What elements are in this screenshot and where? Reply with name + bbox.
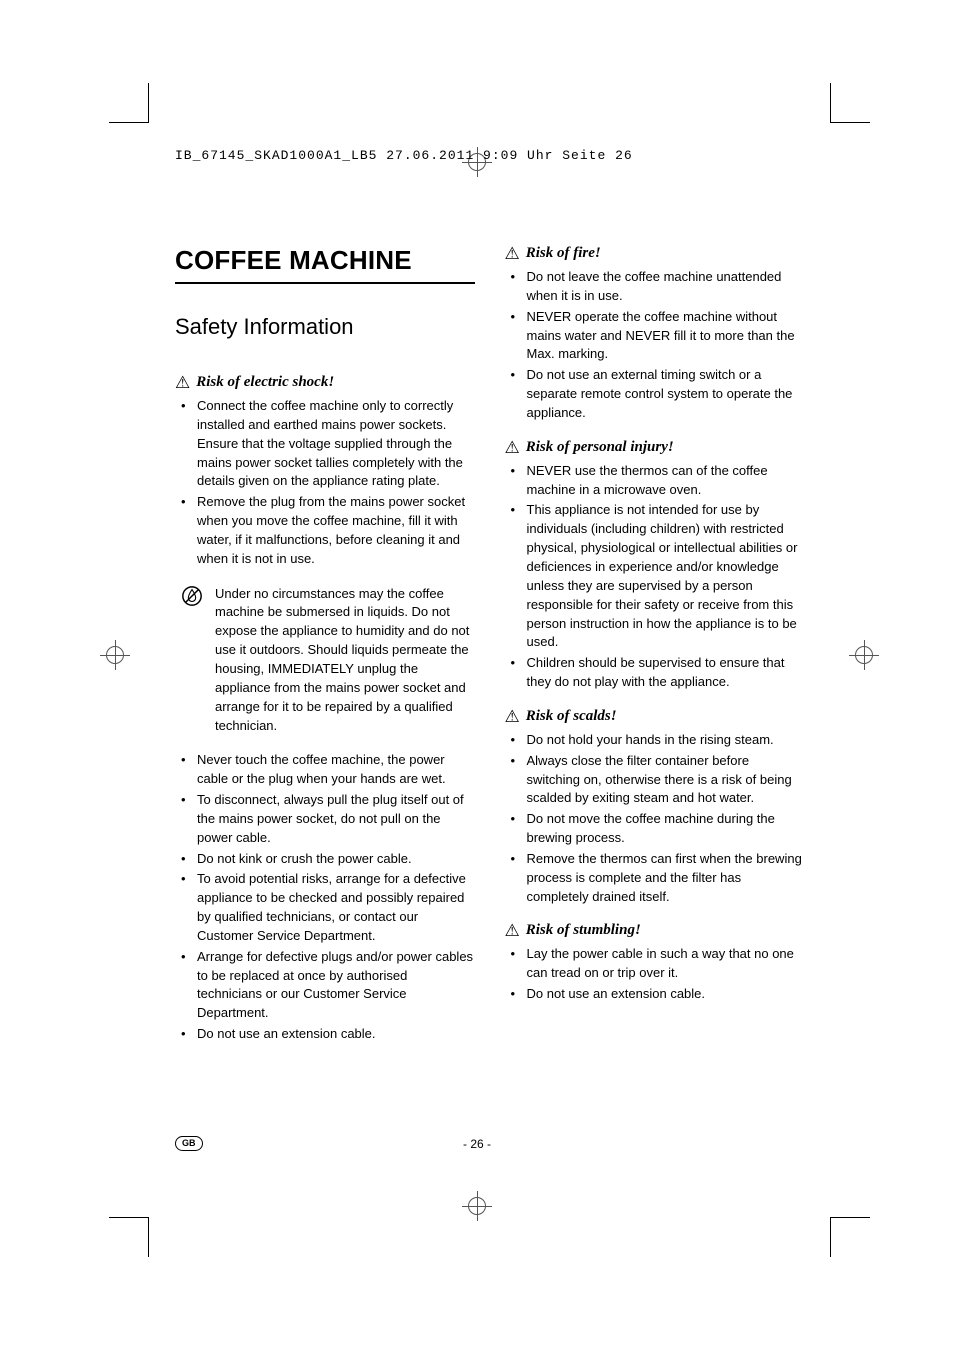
warning-heading-electric-shock: ⚠ Risk of electric shock!: [175, 374, 475, 391]
crop-mark: [830, 122, 870, 123]
warning-heading-text: Risk of scalds!: [526, 708, 617, 725]
list-item: To avoid potential risks, arrange for a …: [175, 870, 475, 945]
bullet-list: NEVER use the thermos can of the coffee …: [505, 462, 805, 692]
list-item: Arrange for defective plugs and/or power…: [175, 948, 475, 1023]
list-item: Do not move the coffee machine during th…: [505, 810, 805, 848]
warning-icon: ⚠: [505, 922, 520, 939]
region-badge: GB: [175, 1136, 203, 1151]
page-content: COFFEE MACHINE Safety Information ⚠ Risk…: [175, 245, 804, 1060]
list-item: Do not use an extension cable.: [505, 985, 805, 1004]
crop-mark: [830, 1217, 870, 1218]
no-liquid-warning-block: Under no circumstances may the coffee ma…: [175, 585, 475, 736]
warning-icon: ⚠: [505, 245, 520, 262]
page-title: COFFEE MACHINE: [175, 245, 475, 276]
list-item: NEVER operate the coffee machine without…: [505, 308, 805, 365]
left-column: COFFEE MACHINE Safety Information ⚠ Risk…: [175, 245, 475, 1060]
crop-mark: [109, 1217, 149, 1218]
crop-mark: [830, 1217, 831, 1257]
warning-icon: ⚠: [505, 439, 520, 456]
list-item: Do not kink or crush the power cable.: [175, 850, 475, 869]
list-item: Children should be supervised to ensure …: [505, 654, 805, 692]
crop-mark: [830, 83, 831, 123]
list-item: Lay the power cable in such a way that n…: [505, 945, 805, 983]
warning-heading-scalds: ⚠ Risk of scalds!: [505, 708, 805, 725]
warning-heading-text: Risk of personal injury!: [526, 439, 674, 456]
warning-heading-personal-injury: ⚠ Risk of personal injury!: [505, 439, 805, 456]
bullet-list: Connect the coffee machine only to corre…: [175, 397, 475, 569]
warning-heading-stumbling: ⚠ Risk of stumbling!: [505, 922, 805, 939]
warning-heading-text: Risk of stumbling!: [526, 922, 641, 939]
page-number: - 26 -: [463, 1137, 491, 1151]
registration-mark-icon: [100, 640, 130, 670]
warning-heading-text: Risk of electric shock!: [196, 374, 334, 391]
print-header-slug: IB_67145_SKAD1000A1_LB5 27.06.2011 9:09 …: [175, 148, 633, 163]
crop-mark: [148, 1217, 149, 1257]
bullet-list: Never touch the coffee machine, the powe…: [175, 751, 475, 1044]
registration-mark-icon: [849, 640, 879, 670]
crop-mark: [109, 122, 149, 123]
list-item: Connect the coffee machine only to corre…: [175, 397, 475, 491]
right-column: ⚠ Risk of fire! Do not leave the coffee …: [505, 245, 805, 1060]
title-rule: [175, 282, 475, 284]
list-item: NEVER use the thermos can of the coffee …: [505, 462, 805, 500]
warning-icon: ⚠: [175, 374, 190, 391]
warning-icon: ⚠: [505, 708, 520, 725]
list-item: Do not use an extension cable.: [175, 1025, 475, 1044]
section-heading: Safety Information: [175, 314, 475, 340]
no-liquid-text: Under no circumstances may the coffee ma…: [215, 585, 475, 736]
warning-heading-text: Risk of fire!: [526, 245, 601, 262]
bullet-list: Do not leave the coffee machine unattend…: [505, 268, 805, 423]
no-liquid-icon: [181, 585, 205, 736]
list-item: Remove the plug from the mains power soc…: [175, 493, 475, 568]
list-item: This appliance is not intended for use b…: [505, 501, 805, 652]
list-item: Never touch the coffee machine, the powe…: [175, 751, 475, 789]
list-item: Do not leave the coffee machine unattend…: [505, 268, 805, 306]
warning-heading-fire: ⚠ Risk of fire!: [505, 245, 805, 262]
crop-mark: [148, 83, 149, 123]
registration-mark-icon: [462, 1191, 492, 1221]
list-item: Do not use an external timing switch or …: [505, 366, 805, 423]
list-item: Remove the thermos can first when the br…: [505, 850, 805, 907]
bullet-list: Lay the power cable in such a way that n…: [505, 945, 805, 1004]
list-item: To disconnect, always pull the plug itse…: [175, 791, 475, 848]
bullet-list: Do not hold your hands in the rising ste…: [505, 731, 805, 907]
list-item: Do not hold your hands in the rising ste…: [505, 731, 805, 750]
list-item: Always close the filter container before…: [505, 752, 805, 809]
page-footer: GB - 26 -: [0, 1137, 954, 1151]
